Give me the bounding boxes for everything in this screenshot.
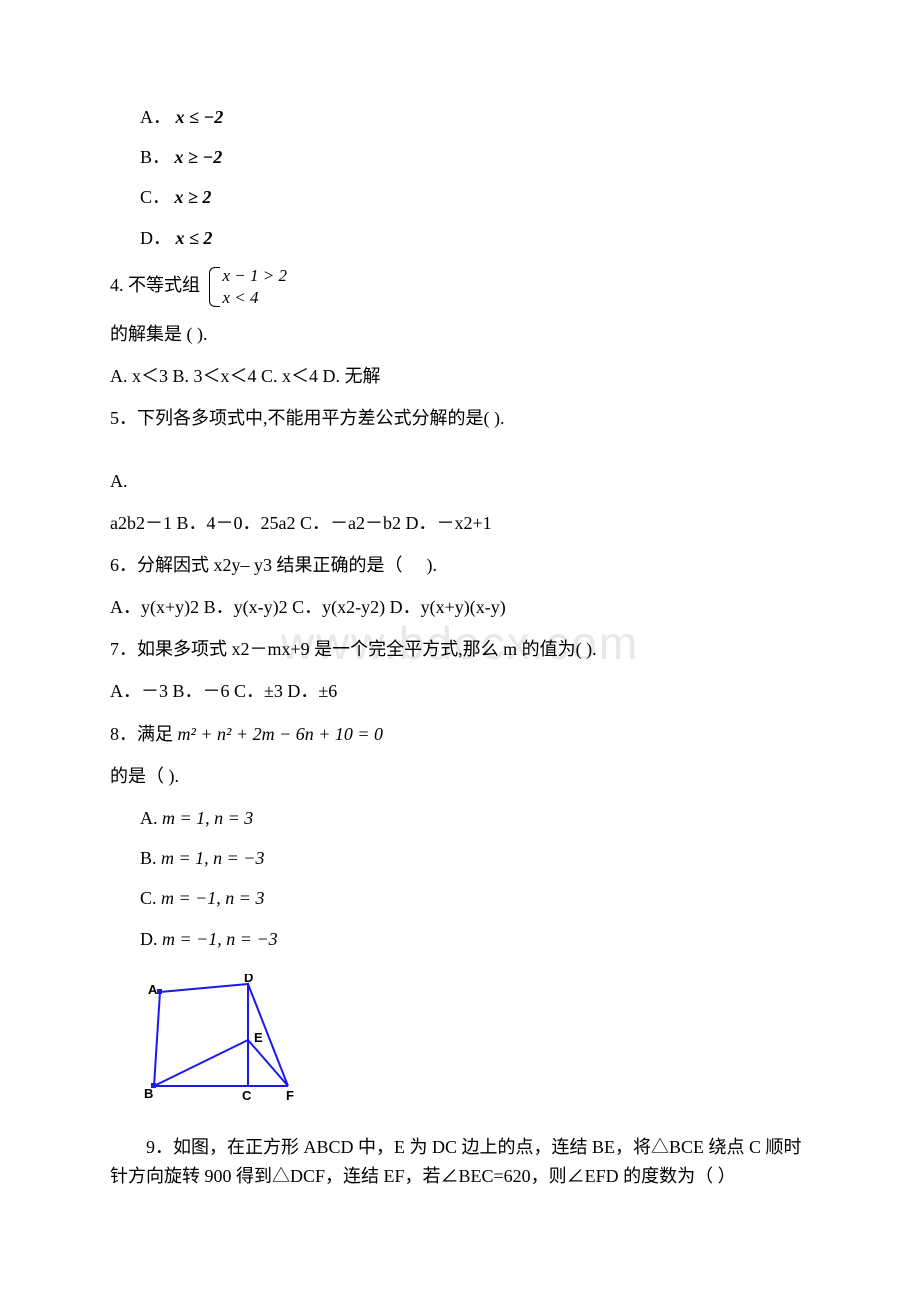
q3-option-c: C． x ≥ 2 xyxy=(110,180,810,214)
q3-option-b: B． x ≥ −2 xyxy=(110,140,810,174)
q8-prefix: 8．满足 xyxy=(110,724,178,744)
q4-line2: 的解集是 ( ). xyxy=(110,317,810,351)
brace-row1: x − 1 > 2 xyxy=(223,265,288,287)
q9-text: 9．如图，在正方形 ABCD 中，E 为 DC 边上的点，连结 BE，将△BCE… xyxy=(110,1133,810,1191)
q7-options: A．－3 B．－6 C．±3 D．±6 xyxy=(110,674,810,708)
option-math: m = −1, n = −3 xyxy=(162,929,278,949)
brace-icon: x − 1 > 2 x < 4 xyxy=(205,265,288,309)
label-e: E xyxy=(254,1030,263,1045)
spacer xyxy=(110,444,810,464)
option-label: C． xyxy=(140,187,170,207)
label-d: D xyxy=(244,974,253,985)
option-label: D. xyxy=(140,929,158,949)
q8-line1: 8．满足 m² + n² + 2m − 6n + 10 = 0 xyxy=(110,717,810,751)
q8-option-a: A. m = 1, n = 3 xyxy=(110,801,810,835)
q4-line1: 4. 不等式组 x − 1 > 2 x < 4 xyxy=(110,265,810,309)
option-label: D． xyxy=(140,228,171,248)
label-a: A xyxy=(148,982,158,997)
q3-option-a: A． x ≤ −2 xyxy=(110,100,810,134)
q6-text: 6．分解因式 x2y– y3 结果正确的是（ xyxy=(110,555,403,575)
option-label: B. xyxy=(140,848,157,868)
option-label: A. xyxy=(140,808,158,828)
q8-math: m² + n² + 2m − 6n + 10 = 0 xyxy=(178,724,384,744)
option-label: A． xyxy=(140,107,171,127)
option-math: x ≤ −2 xyxy=(176,107,224,127)
option-math: x ≥ −2 xyxy=(175,147,223,167)
option-label: C. xyxy=(140,888,157,908)
q8-line2: 的是（ ). xyxy=(110,759,810,793)
q8-option-d: D. m = −1, n = −3 xyxy=(110,922,810,956)
option-math: x ≤ 2 xyxy=(176,228,213,248)
q8-option-c: C. m = −1, n = 3 xyxy=(110,881,810,915)
q4-options: A. x＜3 B. 3＜x＜4 C. x＜4 D. 无解 xyxy=(110,359,810,393)
q5-line1: 5．下列各多项式中,不能用平方差公式分解的是( ). xyxy=(110,401,810,435)
brace-row2: x < 4 xyxy=(223,287,288,309)
option-math: m = 1, n = 3 xyxy=(162,808,253,828)
q5-options: a2b2－1 B．4－0．25a2 C．－a2－b2 D．－x2+1 xyxy=(110,506,810,540)
geometry-figure: A D E B C F xyxy=(140,974,810,1115)
q4-prefix: 4. 不等式组 xyxy=(110,275,200,295)
square-diagram-icon: A D E B C F xyxy=(140,974,310,1104)
option-label: B． xyxy=(140,147,170,167)
q6-suffix: ). xyxy=(427,555,438,575)
label-b: B xyxy=(144,1086,153,1101)
label-f: F xyxy=(286,1088,294,1103)
label-c: C xyxy=(242,1088,252,1103)
option-math: x ≥ 2 xyxy=(175,187,212,207)
q3-option-d: D． x ≤ 2 xyxy=(110,221,810,255)
option-math: m = −1, n = 3 xyxy=(161,888,264,908)
q7-line1: 7．如果多项式 x2－mx+9 是一个完全平方式,那么 m 的值为( ). xyxy=(110,632,810,666)
q8-option-b: B. m = 1, n = −3 xyxy=(110,841,810,875)
option-math: m = 1, n = −3 xyxy=(161,848,264,868)
q5-option-a-label: A. xyxy=(110,464,810,498)
q6-options: A．y(x+y)2 B．y(x-y)2 C．y(x2-y2) D．y(x+y)(… xyxy=(110,590,810,624)
q6-line1: 6．分解因式 x2y– y3 结果正确的是（). xyxy=(110,548,810,582)
